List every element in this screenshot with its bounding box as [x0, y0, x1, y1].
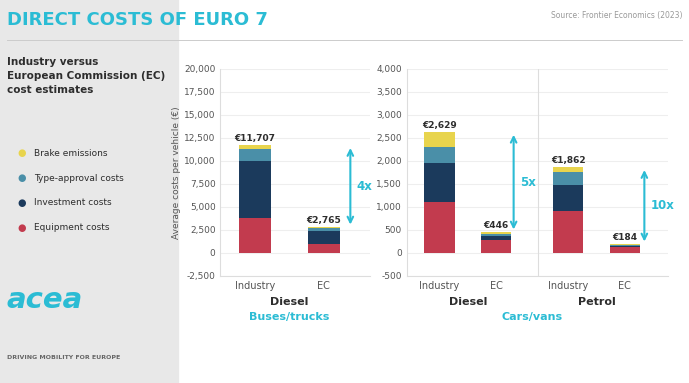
- Text: Diesel: Diesel: [449, 297, 487, 307]
- Bar: [553, 167, 584, 172]
- Text: Petrol: Petrol: [577, 297, 615, 307]
- Text: Diesel: Diesel: [270, 297, 309, 307]
- Y-axis label: Average costs per vehicle (€): Average costs per vehicle (€): [172, 106, 181, 239]
- Bar: [553, 172, 584, 185]
- Text: Brake emissions: Brake emissions: [34, 149, 108, 158]
- Text: €2,629: €2,629: [422, 121, 457, 130]
- Text: 4x: 4x: [356, 180, 372, 193]
- Text: 5x: 5x: [520, 176, 536, 188]
- Bar: [610, 247, 640, 253]
- Text: Cars/vans: Cars/vans: [502, 312, 563, 322]
- Text: ●: ●: [17, 198, 25, 208]
- Text: Type-approval costs: Type-approval costs: [34, 173, 124, 183]
- Text: €11,707: €11,707: [234, 134, 276, 143]
- Bar: [424, 132, 455, 147]
- Text: 10x: 10x: [651, 199, 675, 212]
- Bar: [239, 145, 271, 149]
- Bar: [239, 149, 271, 161]
- Bar: [481, 240, 511, 253]
- Bar: [481, 236, 511, 240]
- Bar: [553, 185, 584, 211]
- Text: Investment costs: Investment costs: [34, 198, 112, 208]
- Text: DIRECT COSTS OF EURO 7: DIRECT COSTS OF EURO 7: [7, 11, 268, 29]
- Bar: [610, 245, 640, 246]
- Bar: [553, 211, 584, 253]
- Bar: [610, 244, 640, 245]
- Bar: [481, 234, 511, 236]
- Text: Source: Frontier Economics (2023): Source: Frontier Economics (2023): [551, 11, 682, 20]
- Text: €184: €184: [613, 233, 637, 242]
- Text: ●: ●: [17, 148, 25, 158]
- Bar: [239, 218, 271, 253]
- Text: €2,765: €2,765: [307, 216, 341, 225]
- Bar: [308, 244, 340, 253]
- Text: Industry versus
European Commission (EC)
cost estimates: Industry versus European Commission (EC)…: [7, 57, 165, 95]
- Text: Equipment costs: Equipment costs: [34, 223, 110, 232]
- Bar: [481, 232, 511, 234]
- Text: DRIVING MOBILITY FOR EUROPE: DRIVING MOBILITY FOR EUROPE: [7, 355, 120, 360]
- Bar: [610, 246, 640, 247]
- Bar: [308, 231, 340, 244]
- Bar: [424, 202, 455, 253]
- Bar: [424, 147, 455, 163]
- Text: ●: ●: [17, 223, 25, 233]
- Bar: [424, 163, 455, 202]
- Bar: [308, 228, 340, 231]
- Bar: [239, 161, 271, 218]
- Text: ●: ●: [17, 173, 25, 183]
- Text: €1,862: €1,862: [551, 156, 586, 165]
- Text: €446: €446: [484, 221, 508, 230]
- Text: Buses/trucks: Buses/trucks: [249, 312, 329, 322]
- Text: acea: acea: [7, 286, 83, 314]
